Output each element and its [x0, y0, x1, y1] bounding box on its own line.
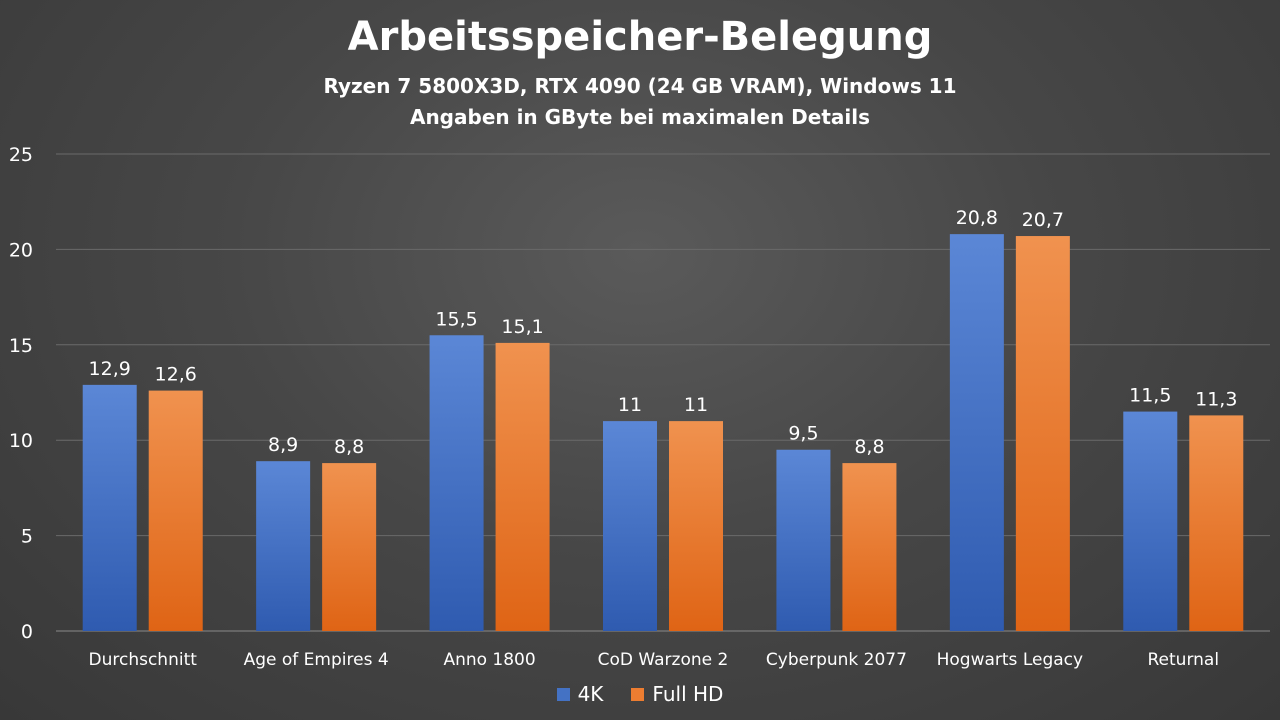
bar-4k-returnal — [1123, 411, 1178, 631]
y-tick-label: 20 — [9, 239, 33, 261]
data-label-4k-hogwarts-legacy: 20,8 — [956, 207, 998, 229]
data-label-full-hd-anno-1800: 15,1 — [501, 316, 543, 338]
y-axis: 0 5 10 15 20 25 — [9, 144, 33, 643]
legend-label-full-hd: Full HD — [652, 682, 724, 706]
bar-full-hd-hogwarts-legacy — [1015, 236, 1070, 631]
y-tick-label: 10 — [9, 430, 33, 452]
bar-full-hd-age-of-empires-4 — [322, 463, 377, 631]
data-label-4k-durchschnitt: 12,9 — [89, 358, 131, 380]
data-label-4k-anno-1800: 15,5 — [435, 308, 477, 330]
bar-4k-anno-1800 — [429, 335, 484, 631]
x-tick-label-age-of-empires-4: Age of Empires 4 — [244, 650, 389, 670]
bar-full-hd-anno-1800 — [495, 342, 550, 631]
bar-full-hd-cyberpunk-2077 — [842, 463, 897, 631]
y-tick-label: 25 — [9, 144, 33, 166]
x-tick-label-cyberpunk-2077: Cyberpunk 2077 — [766, 650, 907, 670]
data-label-full-hd-hogwarts-legacy: 20,7 — [1022, 209, 1064, 231]
data-label-4k-age-of-empires-4: 8,9 — [268, 434, 298, 456]
legend-item-full-hd: Full HD — [631, 682, 723, 706]
data-label-full-hd-cyberpunk-2077: 8,8 — [854, 436, 884, 458]
legend-swatch-4k — [556, 687, 570, 701]
bar-full-hd-returnal — [1189, 415, 1244, 631]
bars — [82, 234, 1244, 632]
data-label-full-hd-returnal: 11,3 — [1195, 388, 1237, 410]
bar-4k-durchschnitt — [82, 384, 137, 631]
bar-4k-age-of-empires-4 — [256, 461, 311, 631]
data-label-full-hd-cod-warzone-2: 11 — [684, 394, 708, 416]
legend-swatch-full-hd — [631, 687, 645, 701]
y-tick-label: 0 — [21, 621, 33, 643]
chart-subtitle-line-2: Angaben in GByte bei maximalen Details — [409, 105, 871, 129]
y-tick-label: 5 — [21, 526, 33, 548]
x-tick-label-hogwarts-legacy: Hogwarts Legacy — [937, 650, 1083, 670]
x-tick-label-durchschnitt: Durchschnitt — [89, 650, 198, 670]
x-tick-label-anno-1800: Anno 1800 — [443, 650, 535, 670]
data-label-4k-cod-warzone-2: 11 — [618, 394, 642, 416]
legend-label-4k: 4K — [577, 682, 604, 706]
x-tick-label-returnal: Returnal — [1148, 650, 1220, 670]
legend-item-4k: 4K — [556, 682, 604, 706]
data-label-4k-cyberpunk-2077: 9,5 — [788, 423, 818, 445]
data-label-4k-returnal: 11,5 — [1129, 385, 1171, 407]
x-axis: Durchschnitt Age of Empires 4 Anno 1800 CoD… — [89, 650, 1220, 670]
bar-full-hd-cod-warzone-2 — [669, 421, 723, 631]
data-label-full-hd-age-of-empires-4: 8,8 — [334, 436, 364, 458]
x-tick-label-cod-warzone-2: CoD Warzone 2 — [598, 650, 729, 670]
legend: 4K Full HD — [0, 682, 1280, 706]
chart-subtitle-line-1: Ryzen 7 5800X3D, RTX 4090 (24 GB VRAM), … — [323, 74, 957, 98]
chart-title: Arbeitsspeicher-Belegung — [347, 14, 933, 60]
bar-4k-cod-warzone-2 — [603, 421, 657, 631]
y-tick-label: 15 — [9, 335, 33, 357]
bar-full-hd-durchschnitt — [148, 390, 203, 631]
bar-4k-cyberpunk-2077 — [776, 449, 831, 631]
bar-4k-hogwarts-legacy — [949, 234, 1004, 632]
gridlines — [56, 153, 1270, 632]
data-label-full-hd-durchschnitt: 12,6 — [155, 364, 197, 386]
data-labels: 12,9 12,6 8,9 8,8 15,5 15,1 11 11 9,5 8,8 20,8 20,7… — [89, 207, 1238, 458]
